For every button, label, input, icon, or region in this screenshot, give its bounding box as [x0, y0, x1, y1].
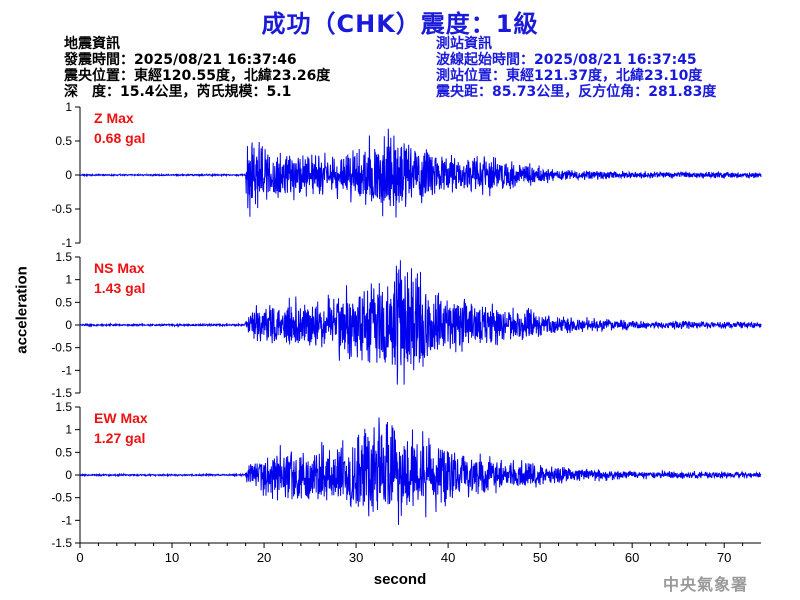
ew-y-tick-label: 1: [65, 423, 72, 437]
quake-epicenter: 震央位置：東經120.55度，北緯23.26度: [64, 68, 331, 84]
ns-max-name: NS Max: [94, 260, 145, 276]
station-info-block: 測站資訊 波線起始時間：2025/08/21 16:37:45 測站位置：東經1…: [436, 36, 716, 100]
ns-trace: [79, 260, 762, 385]
z-y-tick-label: -0.5: [51, 202, 72, 216]
x-tick-label: 40: [441, 550, 455, 565]
ns-y-tick-label: 0.5: [55, 295, 72, 309]
ew-y-tick-label: -1.5: [51, 536, 72, 550]
z-y-tick-label: 0: [65, 168, 72, 182]
quake-origin-time: 發震時間：2025/08/21 16:37:46: [64, 52, 297, 68]
ns-max-value: 1.43 gal: [94, 280, 145, 296]
ns-y-tick-label: 1.5: [55, 250, 72, 264]
ew-y-tick-label: 0: [65, 468, 72, 482]
ew-y-tick-label: 1.5: [55, 400, 72, 414]
x-tick-label: 0: [76, 550, 83, 565]
ns-y-tick-label: 1: [65, 273, 72, 287]
station-wave-start: 波線起始時間：2025/08/21 16:37:45: [436, 52, 697, 68]
z-max-name: Z Max: [94, 110, 134, 126]
ew-y-tick-label: -0.5: [51, 491, 72, 505]
x-tick-label: 20: [257, 550, 271, 565]
x-tick-label: 50: [533, 550, 547, 565]
z-trace: [80, 128, 762, 218]
ns-y-tick-label: -1.5: [51, 386, 72, 400]
ew-trace: [79, 417, 762, 525]
z-y-tick-label: -1: [61, 236, 72, 250]
station-location: 測站位置：東經121.37度，北緯23.10度: [436, 68, 703, 84]
y-axis-label: acceleration: [13, 266, 31, 354]
x-tick-label: 70: [717, 550, 731, 565]
ew-max-value: 1.27 gal: [94, 430, 145, 446]
z-y-tick-label: 1: [65, 100, 72, 114]
quake-info-heading: 地震資訊: [64, 36, 120, 52]
ns-y-tick-label: 0: [65, 318, 72, 332]
z-max-value: 0.68 gal: [94, 130, 145, 146]
ew-y-tick-label: -1: [61, 513, 72, 527]
ns-y-tick-label: -0.5: [51, 341, 72, 355]
station-info-heading: 測站資訊: [436, 36, 492, 52]
x-axis-label: second: [373, 571, 427, 588]
agency-watermark: 中央氣象署: [662, 575, 748, 594]
chart-title: 成功（CHK）震度：1級: [261, 10, 539, 38]
ew-y-tick-label: 0.5: [55, 445, 72, 459]
quake-info-block: 地震資訊 發震時間：2025/08/21 16:37:46 震央位置：東經120…: [64, 36, 330, 100]
ns-y-tick-label: -1: [61, 363, 72, 377]
z-y-tick-label: 0.5: [55, 134, 72, 148]
quake-depth-magnitude: 深 度：15.4公里，芮氏規模：5.1: [64, 84, 292, 100]
x-tick-label: 30: [349, 550, 363, 565]
x-tick-label: 60: [625, 550, 639, 565]
x-tick-label: 10: [165, 550, 179, 565]
station-distance: 震央距：85.73公里，反方位角：281.83度: [436, 84, 717, 100]
ew-max-name: EW Max: [94, 410, 148, 426]
